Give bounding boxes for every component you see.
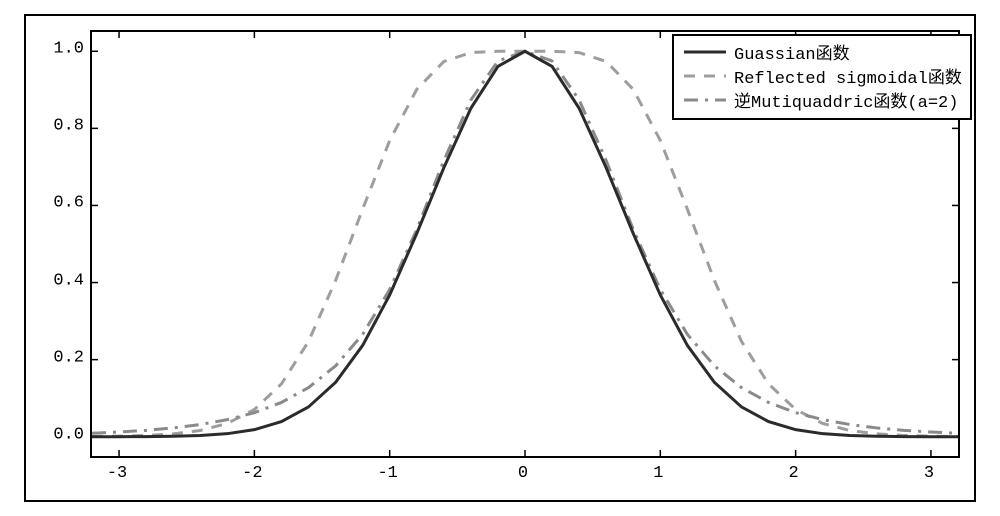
y-tick-label: 0.4 — [53, 271, 84, 290]
legend-label: Reflected sigmoidal函数 — [734, 63, 962, 89]
legend-swatch — [682, 66, 728, 86]
legend-swatch — [682, 90, 728, 110]
y-tick-label: 0.2 — [53, 348, 84, 367]
legend-label: 逆Mutiquaddric函数(a=2) — [734, 87, 958, 113]
y-tick-label: 0.0 — [53, 425, 84, 444]
x-tick-label: 3 — [924, 464, 934, 483]
x-tick-label: -2 — [242, 464, 262, 483]
x-tick-label: -3 — [107, 464, 127, 483]
legend-item: Reflected sigmoidal函数 — [682, 64, 962, 88]
y-tick-label: 0.6 — [53, 194, 84, 213]
x-tick-label: 2 — [789, 464, 799, 483]
x-tick-label: 1 — [653, 464, 663, 483]
legend: Guassian函数Reflected sigmoidal函数逆Mutiquad… — [672, 34, 972, 120]
y-tick-label: 0.8 — [53, 117, 84, 136]
legend-label: Guassian函数 — [734, 39, 850, 65]
x-tick-label: 0 — [518, 464, 528, 483]
legend-swatch — [682, 42, 728, 62]
x-tick-label: -1 — [377, 464, 397, 483]
y-tick-label: 1.0 — [53, 40, 84, 59]
legend-item: Guassian函数 — [682, 40, 962, 64]
legend-item: 逆Mutiquaddric函数(a=2) — [682, 88, 962, 112]
